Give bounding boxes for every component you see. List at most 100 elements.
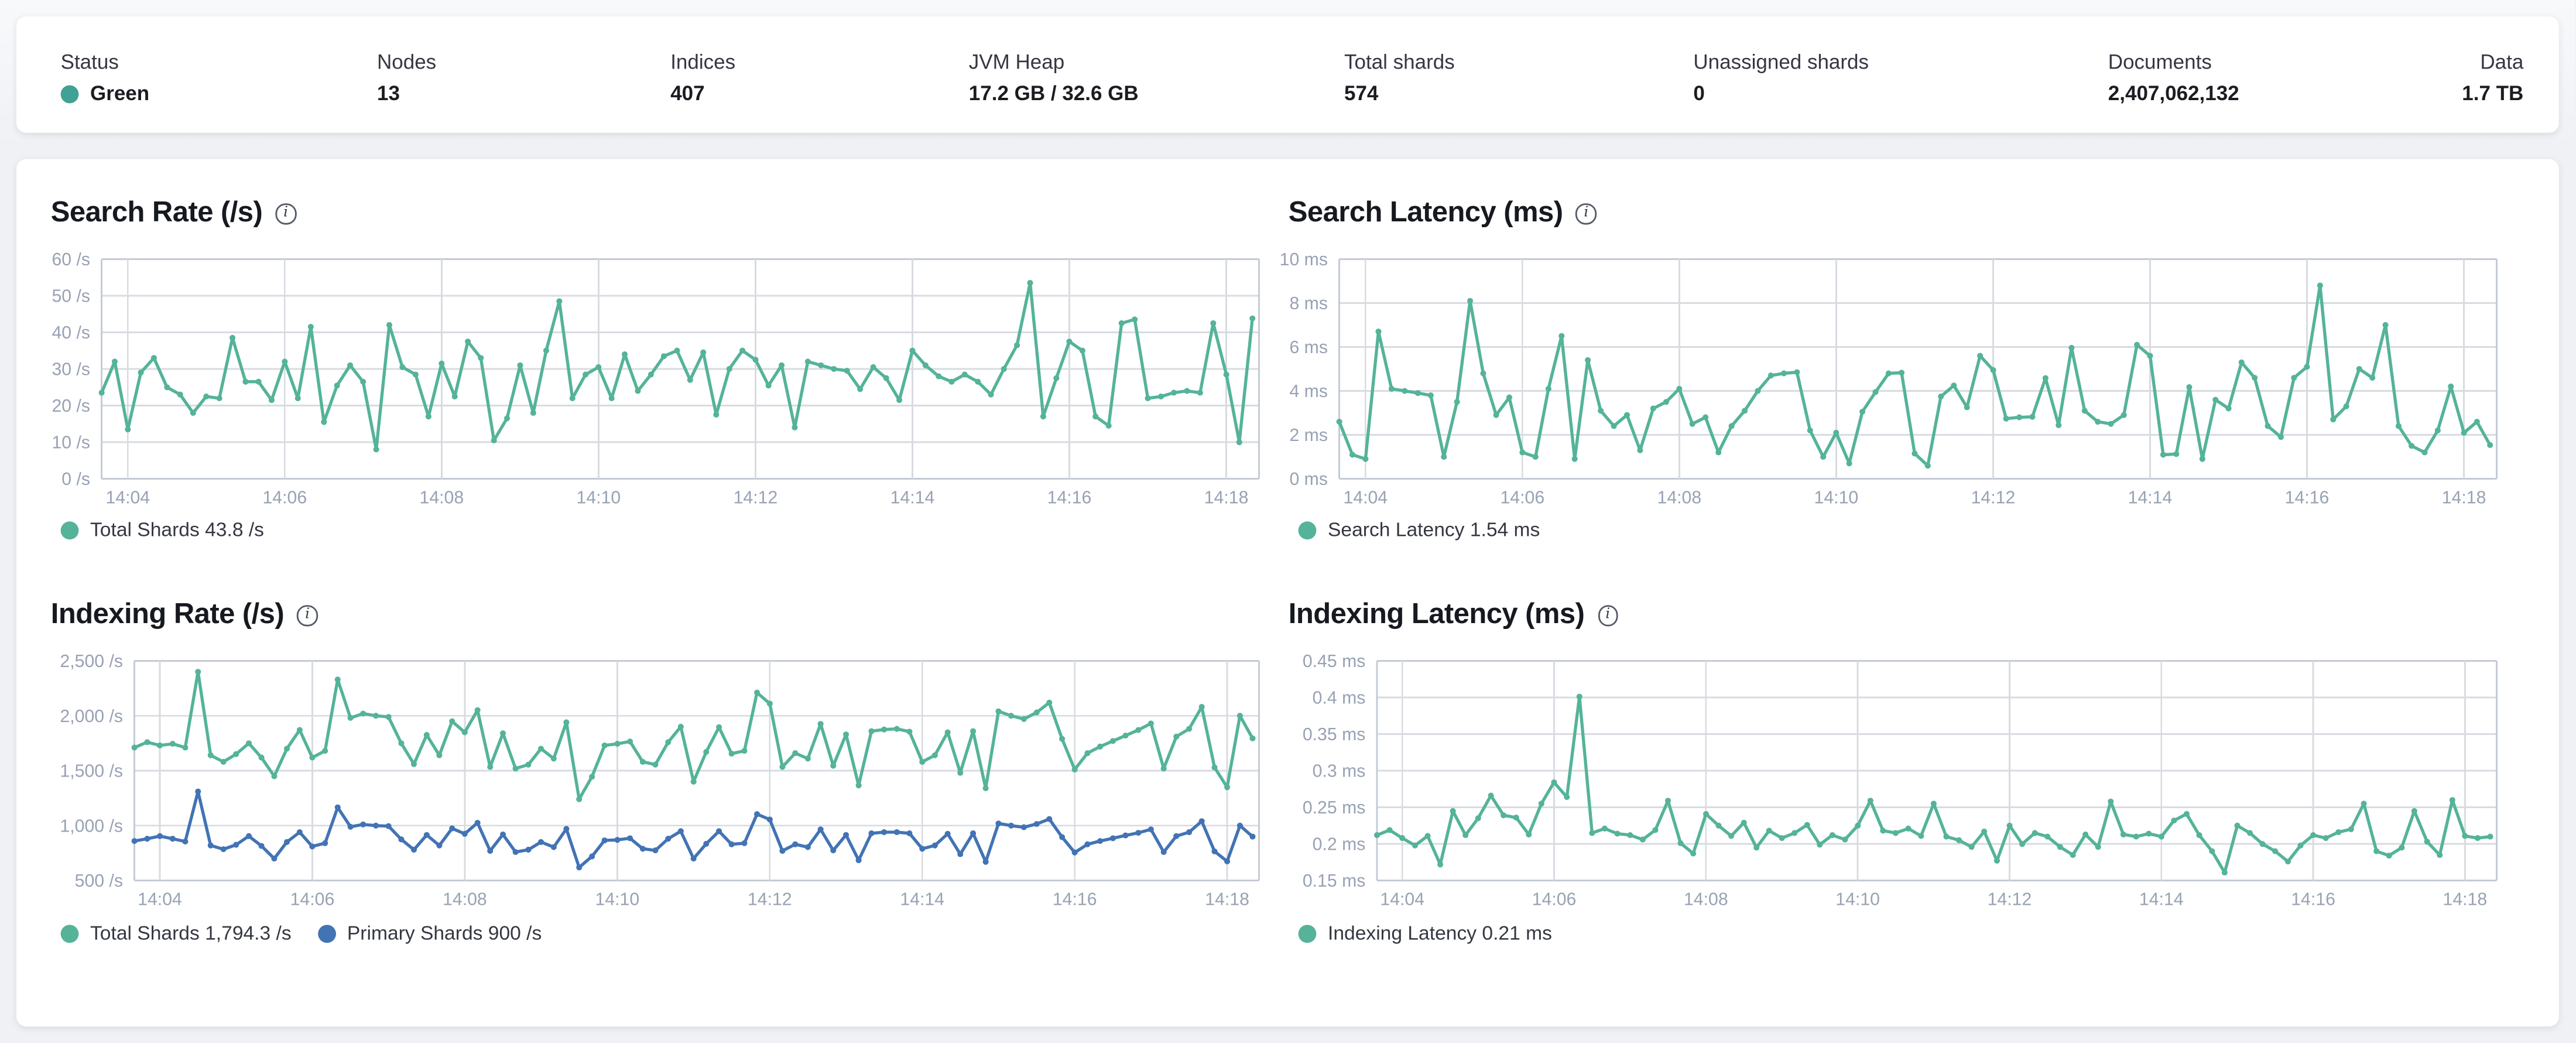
legend-item[interactable]: Total Shards 43.8 /s bbox=[60, 518, 264, 541]
data-point-marker bbox=[804, 844, 811, 850]
data-point-marker bbox=[1462, 832, 1469, 839]
data-point-marker bbox=[537, 746, 544, 752]
data-point-marker bbox=[1467, 297, 1474, 304]
data-point-marker bbox=[2297, 842, 2304, 849]
data-point-marker bbox=[919, 758, 926, 765]
legend-series-label: Search Latency 1.54 ms bbox=[1328, 518, 1540, 541]
data-point-marker bbox=[627, 738, 633, 745]
info-icon[interactable]: i bbox=[1597, 605, 1618, 626]
data-point-marker bbox=[1532, 454, 1539, 460]
data-point-marker bbox=[2196, 832, 2202, 839]
info-icon[interactable]: i bbox=[297, 605, 318, 626]
data-point-marker bbox=[576, 796, 583, 802]
data-point-marker bbox=[449, 718, 455, 724]
data-point-marker bbox=[1198, 704, 1205, 710]
data-point-marker bbox=[1817, 842, 1823, 848]
data-point-marker bbox=[639, 758, 646, 765]
x-axis-tick-label: 14:18 bbox=[2443, 890, 2488, 909]
data-point-marker bbox=[1118, 320, 1125, 326]
search-latency-chart[interactable]: 10 ms 8 ms 6 ms 4 ms 2 ms 0 ms 14:04 14:06 14:08… bbox=[1280, 250, 2498, 508]
data-point-marker bbox=[988, 391, 994, 398]
data-point-marker bbox=[138, 370, 144, 376]
legend-series-dot-icon bbox=[60, 521, 79, 539]
chart-title: Indexing Rate (/s) bbox=[50, 597, 285, 630]
search-rate-chart[interactable]: 60 /s 50 /s 40 /s 30 /s 20 /s 10 /s 0 /s 14:04 1… bbox=[52, 250, 1260, 508]
data-point-marker bbox=[1236, 439, 1242, 446]
data-point-marker bbox=[1135, 830, 1142, 836]
data-point-marker bbox=[2284, 859, 2291, 865]
data-point-marker bbox=[957, 770, 964, 776]
data-point-marker bbox=[2356, 365, 2362, 372]
info-icon[interactable]: i bbox=[1575, 203, 1597, 224]
legend-item[interactable]: Search Latency 1.54 ms bbox=[1298, 518, 1540, 541]
data-point-marker bbox=[2474, 419, 2480, 425]
legend-series-dot-icon bbox=[317, 924, 336, 942]
data-point-marker bbox=[169, 741, 176, 747]
y-axis-tick-label: 10 ms bbox=[1280, 250, 1328, 269]
data-point-marker bbox=[2272, 848, 2279, 854]
data-point-marker bbox=[1519, 449, 1526, 456]
data-point-marker bbox=[2373, 848, 2380, 854]
data-point-marker bbox=[1059, 834, 1066, 840]
data-point-marker bbox=[242, 378, 249, 385]
data-point-marker bbox=[465, 338, 471, 345]
data-point-marker bbox=[2348, 826, 2354, 833]
data-point-marker bbox=[2171, 818, 2177, 824]
indexing-rate-legend: Total Shards 1,794.3 /s Primary Shards 90… bbox=[60, 922, 542, 945]
legend-item[interactable]: Indexing Latency 0.21 ms bbox=[1298, 922, 1552, 945]
legend-series-dot-icon bbox=[60, 924, 79, 942]
data-point-marker bbox=[1198, 818, 1205, 825]
data-point-marker bbox=[652, 761, 659, 768]
data-point-marker bbox=[804, 358, 811, 365]
data-point-marker bbox=[855, 857, 862, 863]
data-point-marker bbox=[1224, 858, 1231, 864]
data-point-marker bbox=[975, 378, 981, 385]
indexing-latency-chart[interactable]: 0.45 ms 0.4 ms 0.35 ms 0.3 ms 0.25 ms 0.2 ms 0… bbox=[1303, 652, 2498, 909]
data-point-marker bbox=[373, 713, 379, 719]
data-point-marker bbox=[648, 371, 654, 378]
data-point-marker bbox=[474, 820, 481, 826]
data-point-marker bbox=[2277, 434, 2284, 440]
stat-label: Nodes bbox=[377, 50, 437, 74]
data-point-marker bbox=[543, 347, 550, 354]
legend-item[interactable]: Total Shards 1,794.3 /s bbox=[60, 922, 292, 945]
data-point-marker bbox=[739, 347, 746, 354]
data-point-marker bbox=[190, 410, 196, 416]
data-point-marker bbox=[2212, 396, 2219, 403]
y-axis-tick-label: 0.35 ms bbox=[1303, 725, 1366, 744]
data-point-marker bbox=[1147, 826, 1154, 833]
data-point-marker bbox=[2108, 420, 2114, 427]
data-point-marker bbox=[283, 839, 290, 845]
data-point-marker bbox=[1109, 738, 1116, 744]
y-axis-tick-label: 4 ms bbox=[1289, 382, 1328, 401]
data-point-marker bbox=[665, 836, 672, 842]
legend-item[interactable]: Primary Shards 900 /s bbox=[317, 922, 542, 945]
data-point-marker bbox=[2070, 852, 2076, 858]
data-point-marker bbox=[752, 357, 759, 363]
data-point-marker bbox=[1742, 408, 1748, 414]
data-point-marker bbox=[792, 841, 799, 847]
data-point-marker bbox=[817, 826, 824, 833]
data-point-marker bbox=[1441, 454, 1447, 460]
data-point-marker bbox=[2448, 383, 2454, 389]
data-point-marker bbox=[271, 773, 278, 779]
data-point-marker bbox=[614, 741, 621, 747]
data-point-marker bbox=[512, 765, 519, 772]
data-point-marker bbox=[2461, 429, 2467, 436]
data-point-marker bbox=[474, 707, 481, 713]
y-axis-tick-label: 1,000 /s bbox=[60, 816, 123, 836]
data-point-marker bbox=[294, 395, 301, 402]
data-point-marker bbox=[1753, 844, 1760, 851]
data-point-marker bbox=[1968, 844, 1975, 850]
data-point-marker bbox=[1859, 409, 1866, 415]
data-point-marker bbox=[1040, 413, 1046, 420]
info-icon[interactable]: i bbox=[275, 203, 296, 224]
indexing-rate-chart[interactable]: 2,500 /s 2,000 /s 1,500 /s 1,000 /s 500 /s 14… bbox=[60, 652, 1260, 909]
data-point-marker bbox=[1938, 394, 1944, 400]
data-point-marker bbox=[2133, 833, 2139, 840]
data-point-marker bbox=[321, 419, 327, 425]
x-axis-tick-label: 14:14 bbox=[890, 488, 935, 508]
data-point-marker bbox=[512, 849, 519, 855]
stat-value: 407 bbox=[670, 82, 705, 105]
